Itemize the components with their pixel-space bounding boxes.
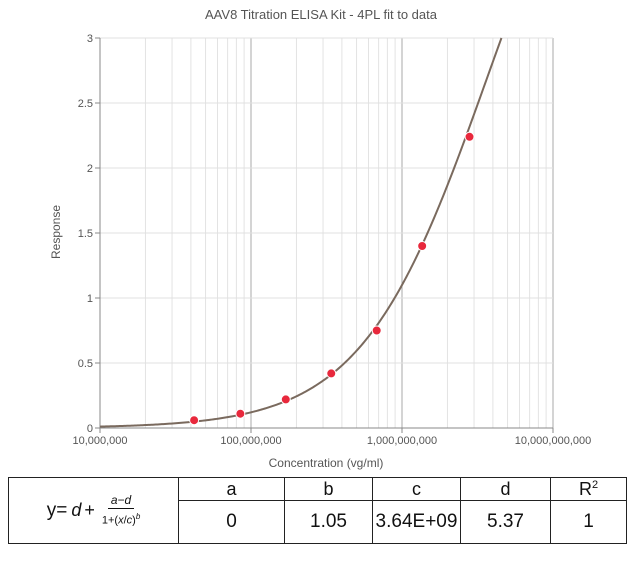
data-point bbox=[189, 415, 200, 426]
chart-svg: AAV8 Titration ELISA Kit - 4PL fit to da… bbox=[49, 7, 591, 470]
data-points bbox=[189, 131, 475, 426]
four-pl-equation: y= d + a−d 1+(x/c)b bbox=[47, 493, 141, 529]
header-b: b bbox=[284, 477, 373, 501]
table-value-row: 0 1.05 3.64E+09 5.37 1 bbox=[9, 500, 627, 544]
axis-layer bbox=[95, 37, 554, 433]
data-point bbox=[235, 408, 246, 419]
equation-plus: + bbox=[84, 500, 95, 520]
y-tick-label: 0 bbox=[87, 423, 93, 435]
fit-parameters-table: y= d + a−d 1+(x/c)b a b c d R2 0 1.05 3.… bbox=[8, 477, 627, 544]
data-point bbox=[371, 325, 382, 336]
header-c: c bbox=[372, 477, 461, 501]
y-tick-label: 0.5 bbox=[78, 358, 93, 370]
data-point bbox=[280, 394, 291, 405]
equation-d: d bbox=[71, 500, 82, 520]
equation-lead: y= bbox=[46, 499, 68, 521]
value-r2: 1 bbox=[550, 500, 627, 544]
header-r2: R2 bbox=[550, 477, 627, 501]
chart-title: AAV8 Titration ELISA Kit - 4PL fit to da… bbox=[205, 7, 438, 22]
y-axis-label: Response bbox=[49, 205, 63, 259]
den-exponent: b bbox=[135, 511, 141, 521]
den-x: x bbox=[118, 514, 124, 527]
data-point bbox=[417, 241, 428, 251]
value-d: 5.37 bbox=[460, 500, 551, 544]
x-tick-label: 10,000,000 bbox=[72, 435, 127, 447]
value-c: 3.64E+09 bbox=[372, 500, 461, 544]
data-point bbox=[326, 368, 337, 379]
x-tick-label: 1,000,000,000 bbox=[367, 435, 437, 447]
equation-denominator: 1+(x/c)b bbox=[101, 511, 141, 527]
tick-labels: 0 0.5 1 1.5 2 2.5 3 10,000,000 100,000,000 1,000,… bbox=[72, 33, 591, 447]
x-axis-label: Concentration (vg/ml) bbox=[269, 456, 384, 470]
header-a: a bbox=[178, 477, 285, 501]
equation-fraction: a−d 1+(x/c)b bbox=[102, 493, 140, 529]
den-open: 1+( bbox=[101, 514, 119, 527]
x-tick-label: 10,000,000,000 bbox=[515, 435, 591, 447]
grid-layer bbox=[99, 37, 554, 429]
y-tick-label: 2 bbox=[87, 163, 93, 175]
header-d: d bbox=[460, 477, 551, 501]
equation-numerator: a−d bbox=[107, 493, 135, 509]
y-tick-label: 2.5 bbox=[78, 98, 93, 110]
value-a: 0 bbox=[178, 500, 285, 544]
y-tick-label: 1 bbox=[87, 293, 93, 305]
table-header-row: y= d + a−d 1+(x/c)b a b c d R2 bbox=[8, 477, 627, 544]
den-close: ) bbox=[132, 514, 136, 527]
equation-cell: y= d + a−d 1+(x/c)b bbox=[8, 477, 179, 544]
x-tick-label: 100,000,000 bbox=[220, 435, 281, 447]
data-point bbox=[464, 131, 475, 142]
fit-curve bbox=[99, 37, 503, 428]
value-b: 1.05 bbox=[284, 500, 373, 544]
r2-label: R bbox=[578, 478, 592, 499]
den-c: c bbox=[126, 514, 133, 527]
y-tick-label: 1.5 bbox=[78, 228, 93, 240]
y-tick-label: 3 bbox=[87, 33, 93, 45]
